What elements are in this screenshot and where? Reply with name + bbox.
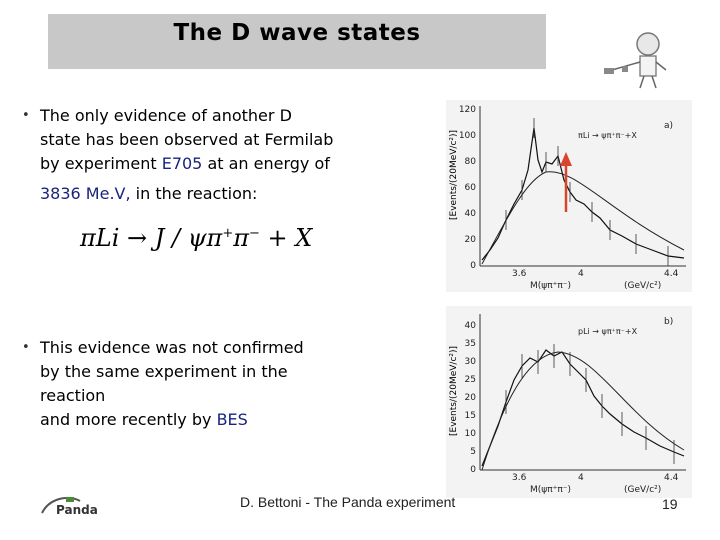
plot-a-panel: a) [664,121,673,131]
plot-b-yticks: 40 35 30 25 20 15 10 5 0 [465,321,477,475]
plot-b-xtick-2: 4 [578,473,584,483]
plot-a-xunit: (GeV/c²) [624,281,661,291]
plot-b-ylabel: [Events/(20MeV/c²)] [449,346,459,436]
plot-b-xtick-1: 3.6 [512,473,527,483]
plot-b-panel: b) [664,317,673,327]
plot-a-reaction: πLi → ψπ⁺π⁻+X [578,131,637,140]
svg-text:0: 0 [470,465,476,475]
bullet-1-line-4: 3836 Me.V, in the reaction: [40,184,258,203]
bullet-2-line-3: reaction [40,386,106,405]
bullet-dot-icon: • [22,340,30,355]
histogram-plot-b: [Events/(20MeV/c²)] 40 35 30 25 20 15 10… [446,306,692,498]
histogram-plot-a: [Events/(20MeV/c²)] 120 100 80 60 40 20 … [446,100,692,292]
svg-text:25: 25 [465,375,476,385]
plot-a-xtick-2: 4 [578,269,584,279]
plot-a-ylabel: [Events/(20MeV/c²)] [449,130,459,220]
plot-a-xtick-3: 4.4 [664,269,679,279]
svg-text:120: 120 [459,105,476,115]
plot-b-xtick-3: 4.4 [664,473,679,483]
bullet-2-line-2: by the same experiment in the [40,362,288,381]
plot-a-xtick-1: 3.6 [512,269,527,279]
plot-b-xunit: (GeV/c²) [624,485,661,495]
page-number: 19 [662,496,678,512]
bullet-dot-icon: • [22,108,30,123]
bes-label: BES [216,410,248,429]
bullet-1-line-3: by experiment E705 at an energy of [40,154,330,173]
bullet-1-line-2: state has been observed at Fermilab [40,130,334,149]
plot-a-xlabel: M(ψπ⁺π⁻) [530,281,571,291]
svg-text:40: 40 [465,209,477,219]
title-box: The D wave states [48,14,546,69]
bullet-2-line-4: and more recently by BES [40,410,248,429]
panda-mascot-icon [604,32,667,89]
energy-value: 3836 Me.V, [40,184,131,203]
plot-b-xlabel: M(ψπ⁺π⁻) [530,485,571,495]
svg-text:20: 20 [465,393,477,403]
panda-logo-icon: Panda [41,496,116,517]
svg-text:30: 30 [465,357,477,367]
bullet-2-line-1: This evidence was not confirmed [40,338,304,357]
svg-text:5: 5 [470,447,476,457]
svg-text:20: 20 [465,235,477,245]
bullet-1-line-1: The only evidence of another D [40,106,292,125]
slide-title: The D wave states [173,20,421,46]
svg-text:10: 10 [465,429,477,439]
svg-text:35: 35 [465,339,476,349]
footer-text: D. Bettoni - The Panda experiment [240,494,456,510]
svg-text:100: 100 [459,131,476,141]
experiment-name: E705 [161,154,203,173]
svg-text:60: 60 [465,183,477,193]
svg-text:0: 0 [470,261,476,271]
plot-a-yticks: 120 100 80 60 40 20 0 [459,105,476,271]
svg-text:80: 80 [465,157,477,167]
plot-b-reaction: pLi → ψπ⁺π⁻+X [578,327,638,336]
svg-text:40: 40 [465,321,477,331]
svg-text:15: 15 [465,411,476,421]
svg-text:Panda: Panda [56,503,98,517]
reaction-formula: πLi → J / ψπ+π− + X [80,224,313,252]
